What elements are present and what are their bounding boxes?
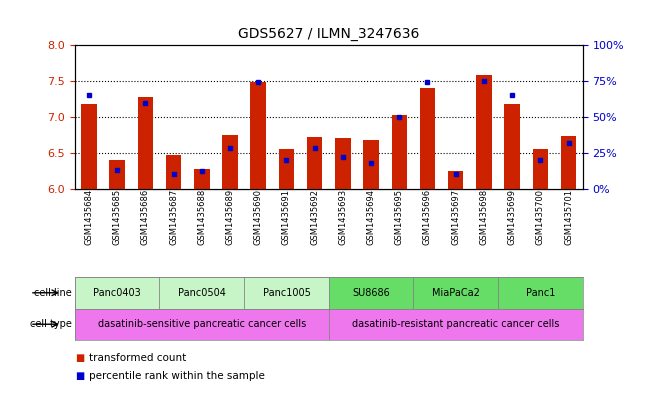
Bar [75, 277, 159, 309]
Bar [75, 309, 329, 340]
Bar [413, 277, 498, 309]
Text: ■: ■ [75, 353, 84, 364]
Text: GSM1435695: GSM1435695 [395, 189, 404, 244]
Text: GSM1435696: GSM1435696 [423, 189, 432, 245]
Text: GSM1435701: GSM1435701 [564, 189, 573, 244]
Bar [251, 83, 266, 189]
Bar [159, 277, 244, 309]
Text: GSM1435692: GSM1435692 [310, 189, 319, 244]
Bar [505, 104, 520, 189]
Bar [329, 309, 583, 340]
Text: Panc0504: Panc0504 [178, 288, 226, 298]
Text: GSM1435684: GSM1435684 [85, 189, 94, 245]
Bar [448, 171, 464, 189]
Text: GSM1435700: GSM1435700 [536, 189, 545, 244]
Bar [498, 277, 583, 309]
Text: transformed count: transformed count [89, 353, 186, 364]
Text: cell line: cell line [34, 288, 72, 298]
Bar [335, 138, 351, 189]
Bar [137, 97, 153, 189]
Bar [244, 277, 329, 309]
Text: dasatinib-resistant pancreatic cancer cells: dasatinib-resistant pancreatic cancer ce… [352, 319, 559, 329]
Bar [81, 104, 97, 189]
Text: GSM1435685: GSM1435685 [113, 189, 122, 245]
Bar [222, 135, 238, 189]
Text: ■: ■ [75, 371, 84, 382]
Text: cell type: cell type [30, 319, 72, 329]
Text: GSM1435691: GSM1435691 [282, 189, 291, 244]
Bar [166, 155, 182, 189]
Text: Panc1: Panc1 [525, 288, 555, 298]
Text: GSM1435687: GSM1435687 [169, 189, 178, 245]
Text: GDS5627 / ILMN_3247636: GDS5627 / ILMN_3247636 [238, 27, 419, 41]
Bar [533, 149, 548, 189]
Text: GSM1435698: GSM1435698 [479, 189, 488, 245]
Text: GSM1435686: GSM1435686 [141, 189, 150, 245]
Bar [194, 169, 210, 189]
Bar [561, 136, 576, 189]
Bar [329, 277, 413, 309]
Text: GSM1435699: GSM1435699 [508, 189, 517, 244]
Text: percentile rank within the sample: percentile rank within the sample [89, 371, 265, 382]
Bar [363, 140, 379, 189]
Text: GSM1435688: GSM1435688 [197, 189, 206, 245]
Text: Panc1005: Panc1005 [262, 288, 311, 298]
Text: Panc0403: Panc0403 [93, 288, 141, 298]
Text: MiaPaCa2: MiaPaCa2 [432, 288, 480, 298]
Bar [109, 160, 125, 189]
Bar [476, 75, 492, 189]
Bar [420, 88, 436, 189]
Text: GSM1435694: GSM1435694 [367, 189, 376, 244]
Text: GSM1435697: GSM1435697 [451, 189, 460, 245]
Text: SU8686: SU8686 [352, 288, 390, 298]
Text: GSM1435690: GSM1435690 [254, 189, 263, 244]
Text: GSM1435689: GSM1435689 [225, 189, 234, 245]
Bar [391, 116, 407, 189]
Bar [307, 137, 322, 189]
Text: GSM1435693: GSM1435693 [339, 189, 348, 245]
Bar [279, 149, 294, 189]
Text: dasatinib-sensitive pancreatic cancer cells: dasatinib-sensitive pancreatic cancer ce… [98, 319, 306, 329]
